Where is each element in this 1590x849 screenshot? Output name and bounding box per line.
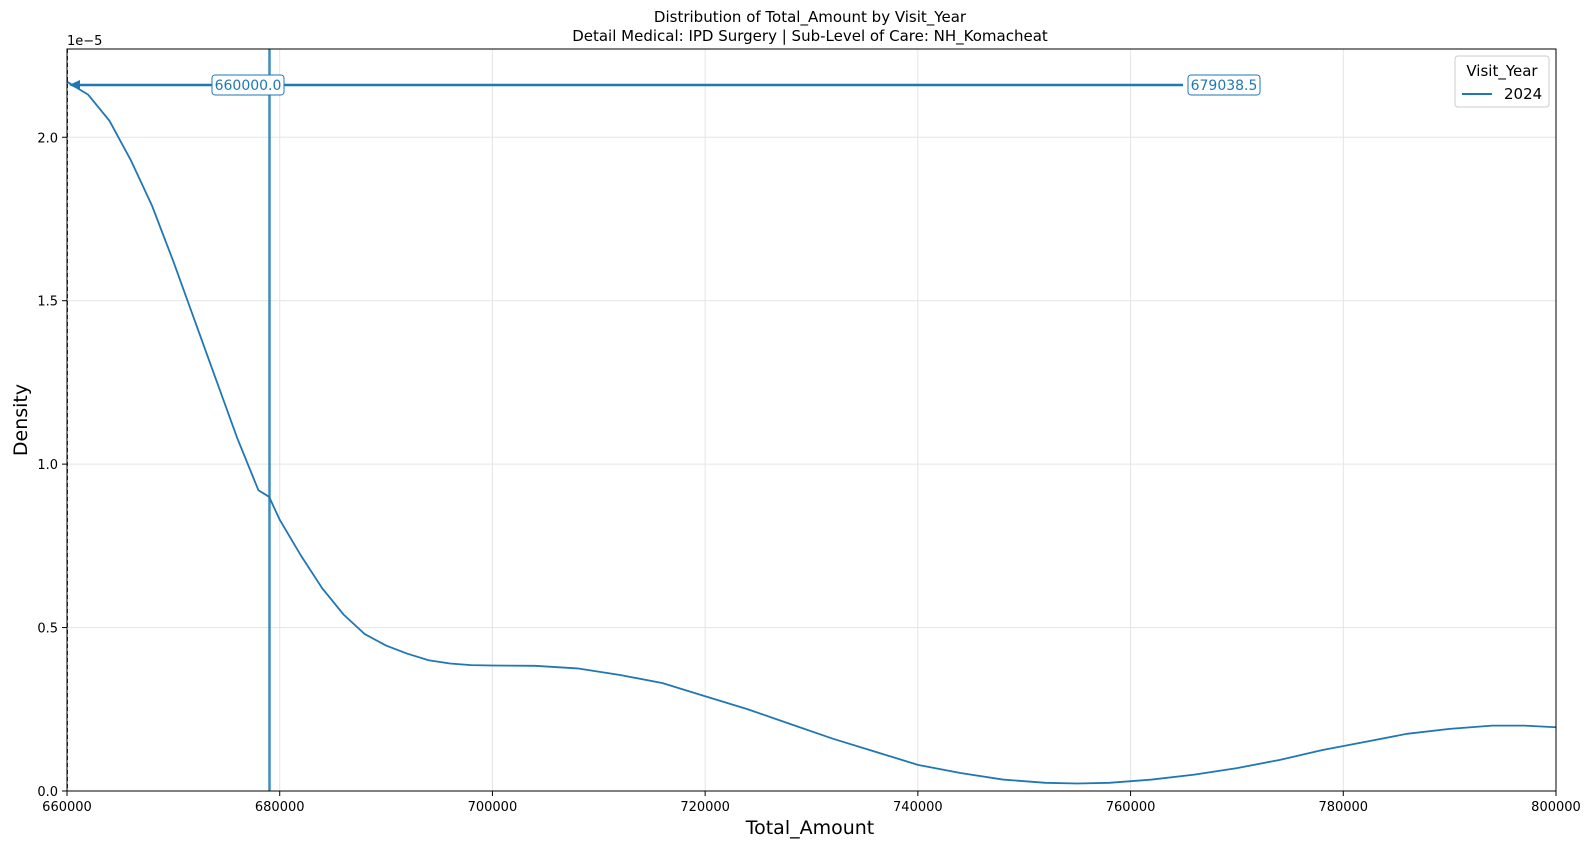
x-tick-label-2: 700000 — [468, 800, 518, 815]
y-axis-label: Density — [10, 384, 32, 456]
density-line-2024 — [66, 80, 1557, 785]
y-tick-label-2: 1.0 — [37, 458, 58, 473]
legend-entry-2024: 2024 — [1504, 85, 1542, 103]
annotation-arrow-head — [69, 79, 80, 90]
annotations: 660000.0 679038.5 — [67, 49, 1261, 791]
x-tick-label-3: 720000 — [680, 800, 730, 815]
annotation-label-min: 660000.0 — [215, 78, 282, 94]
y-axis-offset: 1e−5 — [67, 34, 102, 49]
y-tick-label-0: 0.0 — [37, 785, 58, 800]
annotation-label-mean: 679038.5 — [1191, 78, 1258, 94]
axes-frame — [66, 48, 1557, 792]
x-tick-label-5: 760000 — [1106, 800, 1156, 815]
x-tick-label-7: 800000 — [1531, 800, 1581, 815]
y-tick-label-3: 1.5 — [37, 295, 58, 310]
x-tick-label-0: 660000 — [42, 800, 92, 815]
y-tick-label-4: 2.0 — [37, 131, 58, 146]
x-axis-ticks: 660000 680000 700000 720000 740000 760000 7800… — [42, 791, 1581, 815]
y-axis-ticks: 0.0 0.5 1.0 1.5 2.0 — [37, 131, 67, 800]
y-tick-label-1: 0.5 — [37, 622, 58, 637]
legend: Visit_Year 2024 — [1454, 55, 1550, 108]
annotation-label-mean-box — [1187, 74, 1261, 96]
chart-subtitle: Detail Medical: IPD Surgery | Sub-Level … — [572, 27, 1048, 46]
legend-title: Visit_Year — [1466, 62, 1538, 81]
x-tick-label-6: 780000 — [1318, 800, 1368, 815]
annotation-label-min-box — [211, 74, 285, 96]
x-tick-label-4: 740000 — [893, 800, 943, 815]
x-axis-label: Total_Amount — [745, 817, 875, 839]
chart-title: Distribution of Total_Amount by Visit_Ye… — [654, 8, 967, 27]
x-tick-label-1: 680000 — [255, 800, 305, 815]
plot-area — [66, 80, 1557, 785]
